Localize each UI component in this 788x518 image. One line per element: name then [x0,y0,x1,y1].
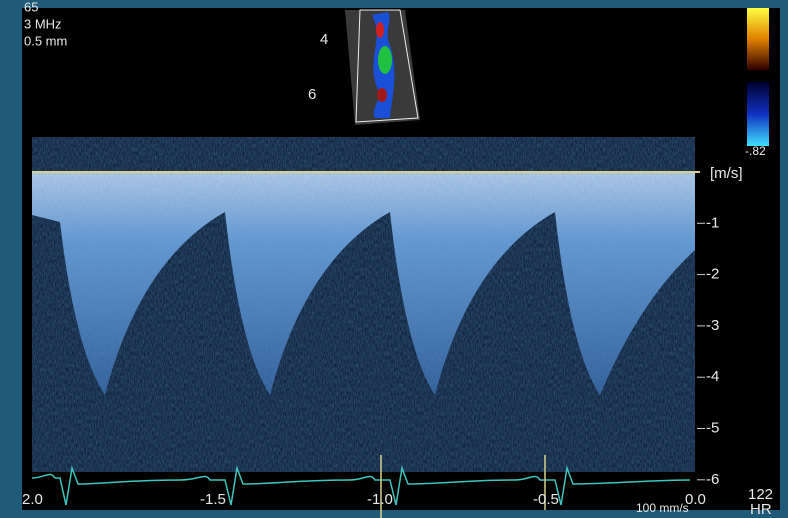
time-tick-label: 2.0 [22,491,43,508]
header-line: 3 MHz [24,16,62,31]
sweep-speed: 100 mm/s [636,501,689,515]
spectrum-speckle [32,172,695,395]
depth-label: 4 [320,31,328,48]
color-flow [376,22,384,38]
color-flow [377,88,387,102]
header-line: 0.5 mm [24,33,67,48]
velocity-tick-label: -5 [706,419,719,436]
color-flow [378,46,392,74]
color-bar-positive [747,8,769,70]
velocity-tick-label: -4 [706,368,719,385]
velocity-unit: [m/s] [710,165,743,182]
velocity-tick-label: -6 [706,471,719,488]
heart-rate-label: HR [750,501,772,518]
velocity-axis: -1 -2 -3 -4 -5 -6 [697,214,719,488]
velocity-tick-label: -2 [706,266,719,283]
color-box [355,9,419,123]
color-scale-label: -.82 [745,144,766,158]
time-tick-label: -1.5 [200,491,226,508]
time-axis: 2.0 -1.5 -1.0 -0.5 0.0 [22,491,706,508]
header-line: 65 [24,0,38,14]
ecg-trace [31,465,691,506]
depth-label: 6 [308,86,316,103]
time-tick-label: -1.0 [367,491,393,508]
color-bar-negative [747,82,769,146]
time-tick-label: -0.5 [533,491,559,508]
velocity-tick-label: -3 [706,317,719,334]
heart-rate-value: 122 [748,486,773,503]
velocity-tick-label: -1 [706,214,719,231]
time-tick-label: 0.0 [685,491,706,508]
